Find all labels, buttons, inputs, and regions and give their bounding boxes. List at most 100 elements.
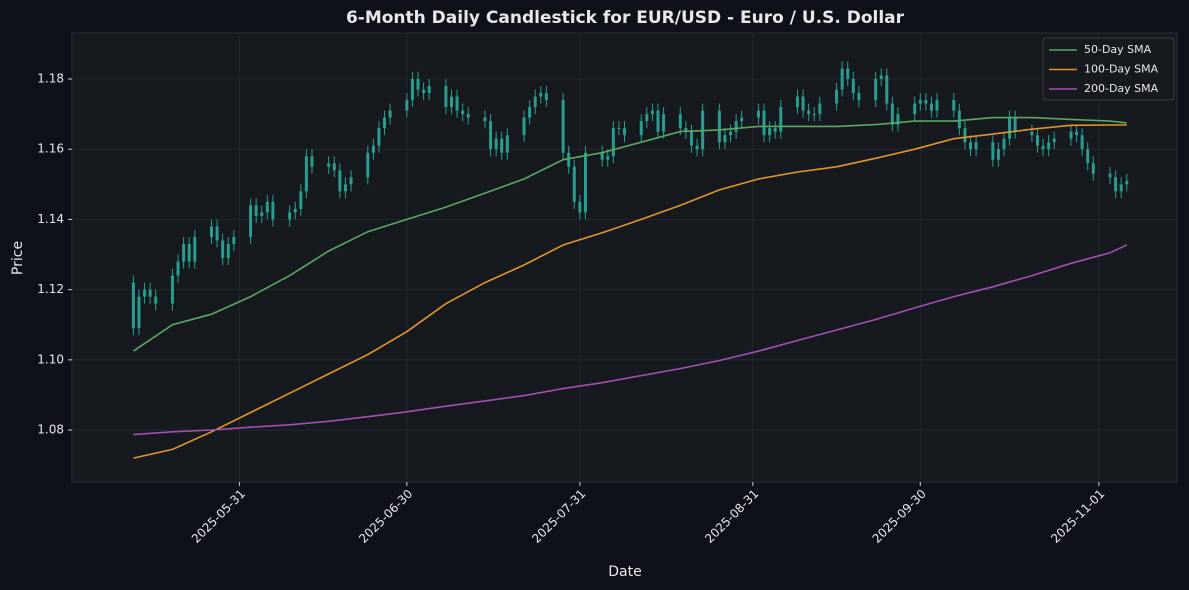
candle-body (154, 296, 158, 304)
candle-body (215, 226, 219, 241)
candle-body (422, 89, 426, 94)
candle-body (304, 156, 308, 192)
candle-body (221, 240, 225, 259)
candle-body (444, 86, 448, 108)
y-tick-label: 1.14 (37, 212, 64, 226)
candle-body (366, 152, 370, 178)
candle-body (617, 128, 621, 130)
candle-body (678, 114, 682, 129)
chart-title: 6-Month Daily Candlestick for EUR/USD - … (346, 8, 905, 28)
candle-body (717, 110, 721, 143)
candle-body (662, 114, 666, 132)
candle-body (572, 166, 576, 202)
candle-body (1091, 163, 1095, 174)
candle-body (1047, 142, 1051, 150)
candle-body (226, 243, 230, 259)
candle-body (656, 110, 660, 132)
candle-body (455, 96, 459, 111)
candle-body (801, 96, 805, 111)
legend-label: 200-Day SMA (1084, 82, 1159, 95)
y-tick-label: 1.16 (37, 142, 64, 156)
sma-line (132, 116, 1127, 352)
candle-body (924, 100, 928, 104)
candle-body (807, 110, 811, 115)
candle-body (176, 261, 180, 276)
candle-body (143, 289, 147, 297)
candle-body (918, 100, 922, 104)
candle-body (193, 236, 197, 262)
candle-body (405, 100, 409, 111)
candle-body (299, 191, 303, 209)
legend-label: 100-Day SMA (1084, 63, 1159, 76)
candle-body (483, 117, 487, 122)
candle-body (963, 128, 967, 143)
candle-body (812, 114, 816, 116)
candle-body (249, 205, 253, 237)
candle-body (310, 156, 314, 167)
candle-body (600, 152, 604, 160)
candle-body (260, 212, 264, 216)
candle-body (494, 138, 498, 150)
candle-body (1075, 131, 1079, 136)
plot-area (71, 32, 1178, 483)
candle-body (857, 93, 861, 101)
candle-body (650, 110, 654, 115)
candle-body (879, 75, 883, 79)
y-axis-label: Price (10, 241, 26, 275)
candle-body (1108, 173, 1112, 178)
candle-body (1080, 135, 1084, 150)
candle-body (874, 78, 878, 101)
candle-body (1052, 138, 1056, 143)
candle-body (645, 114, 649, 122)
candle-body (611, 128, 615, 157)
candle-body (265, 201, 269, 213)
candle-body (500, 138, 504, 153)
candle-body (539, 93, 543, 97)
candle-body (762, 110, 766, 136)
candle-body (851, 78, 855, 94)
candle-body (913, 103, 917, 115)
sma-line (133, 124, 1127, 459)
candle-body (835, 89, 839, 104)
candle-body (684, 128, 688, 132)
candle-body (974, 142, 978, 150)
candle-body (957, 110, 961, 129)
y-tick-label: 1.10 (37, 352, 64, 366)
candle-body (1008, 117, 1012, 139)
candle-body (327, 163, 331, 167)
candle-body (288, 212, 292, 220)
y-tick-label: 1.12 (37, 282, 64, 296)
candle-body (533, 96, 537, 108)
candle-body (349, 177, 353, 185)
candle-body (410, 78, 414, 101)
candle-body (343, 184, 347, 192)
candle-body (528, 107, 532, 118)
candle-body (1069, 131, 1073, 139)
candle-body (969, 142, 973, 150)
candle-body (293, 208, 297, 213)
candle-body (583, 152, 587, 213)
candle-body (890, 103, 894, 125)
candle-body (561, 100, 565, 153)
candle-body (756, 110, 760, 118)
candle-body (271, 201, 275, 220)
candle-body (416, 78, 420, 90)
candle-body (1125, 180, 1129, 185)
candle-body (1002, 138, 1006, 150)
candle-body (885, 75, 889, 104)
candle-body (1030, 131, 1034, 136)
candle-body (522, 117, 526, 136)
candle-body (1041, 145, 1045, 150)
candle-body (991, 142, 995, 160)
candle-body (388, 110, 392, 118)
candle-body (377, 128, 381, 146)
candle-body (1035, 135, 1039, 146)
candle-body (383, 117, 387, 129)
candle-body (768, 128, 772, 136)
candle-body (896, 114, 900, 125)
candle-body (623, 128, 626, 136)
candle-body (952, 100, 956, 111)
candle-body (1086, 149, 1090, 164)
